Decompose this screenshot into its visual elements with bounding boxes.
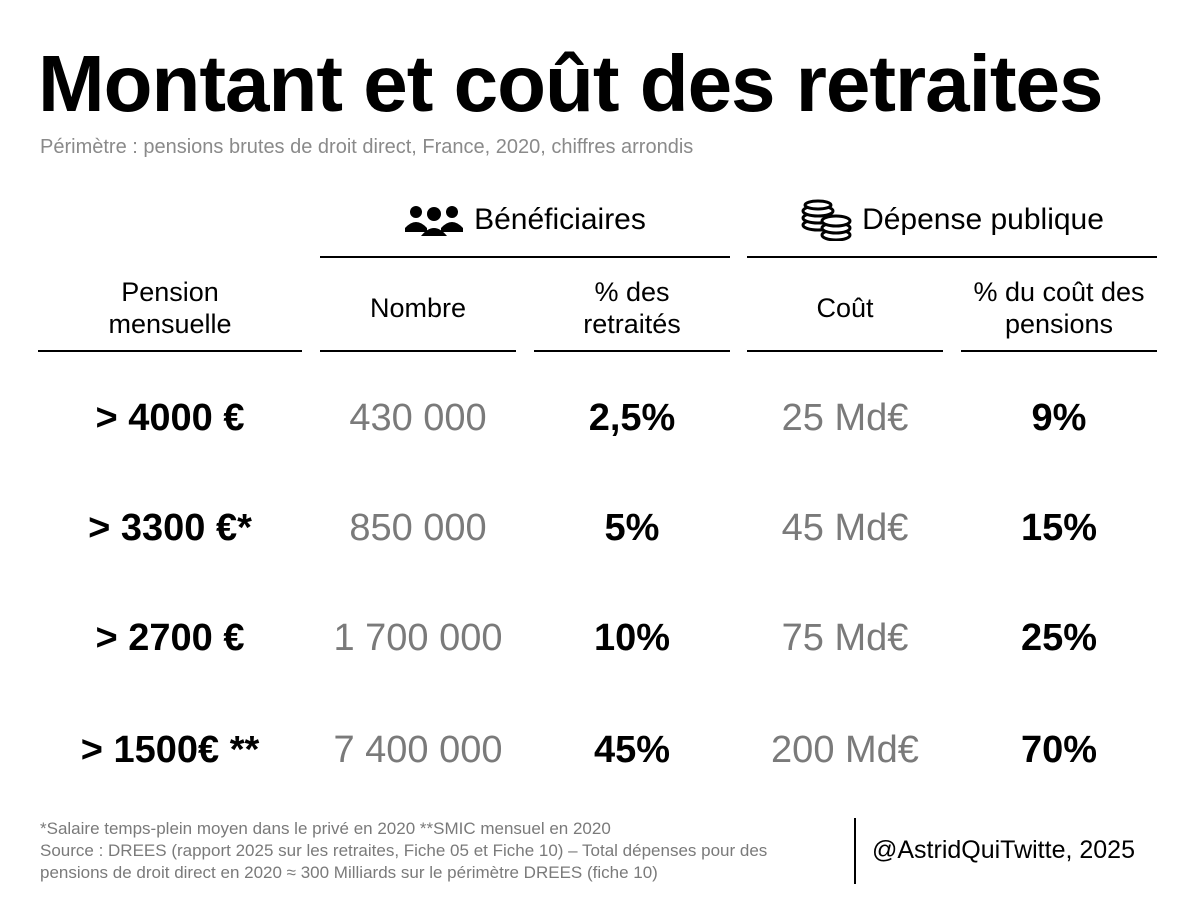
column-label: Nombre xyxy=(369,293,467,323)
column-rule xyxy=(747,350,943,352)
group-label: Dépense publique xyxy=(862,203,1104,236)
table-cell: 25% xyxy=(1020,616,1098,659)
column-rule xyxy=(320,350,516,352)
table-cell: 430 000 xyxy=(349,396,487,439)
table-cell: 70% xyxy=(1020,728,1098,771)
table-cell: 9% xyxy=(1031,396,1087,439)
column-header: % des retraités xyxy=(534,270,730,346)
table-cell: 2,5% xyxy=(588,396,676,439)
people-icon xyxy=(405,206,464,236)
footnotes: *Salaire temps-plein moyen dans le privé… xyxy=(40,818,840,884)
table-cell: 1 700 000 xyxy=(333,616,503,659)
column-label: Pension mensuelle xyxy=(108,277,232,339)
group-label: Bénéficiaires xyxy=(474,203,646,236)
table-cell: > 2700 € xyxy=(95,616,245,659)
table-cell: 75 Md€ xyxy=(781,616,909,659)
table-cell: > 3300 €* xyxy=(88,506,252,549)
footnote-line: Source : DREES (rapport 2025 sur les ret… xyxy=(40,841,768,882)
table-cell: 25 Md€ xyxy=(781,396,909,439)
table-cell: > 1500€ ** xyxy=(80,728,260,771)
table-cell: 200 Md€ xyxy=(771,728,919,771)
table-cell: 10% xyxy=(593,616,671,659)
group-rule xyxy=(747,256,1157,258)
table-cell: 850 000 xyxy=(349,506,487,549)
column-rule xyxy=(961,350,1157,352)
title: Montant et coût des retraites xyxy=(38,39,1104,128)
group-header: Dépense publique xyxy=(747,199,1157,241)
separator xyxy=(854,818,856,884)
column-label: % des retraités xyxy=(583,277,681,339)
table-cell: 7 400 000 xyxy=(333,728,503,771)
column-header: Pension mensuelle xyxy=(38,270,302,346)
table-cell: 5% xyxy=(604,506,660,549)
coins-icon xyxy=(801,199,852,241)
column-header: % du coût des pensions xyxy=(961,270,1157,346)
table-cell: 45 Md€ xyxy=(781,506,909,549)
table-cell: > 4000 € xyxy=(95,396,245,439)
column-header: Nombre xyxy=(320,270,516,346)
column-rule xyxy=(38,350,302,352)
column-label: Coût xyxy=(816,293,874,323)
column-header: Coût xyxy=(747,270,943,346)
table-cell: 45% xyxy=(593,728,671,771)
column-rule xyxy=(534,350,730,352)
group-rule xyxy=(320,256,730,258)
footnote-line: *Salaire temps-plein moyen dans le privé… xyxy=(40,819,611,838)
credit: @AstridQuiTwitte, 2025 xyxy=(872,836,1135,864)
subtitle: Périmètre : pensions brutes de droit dir… xyxy=(40,136,694,158)
column-label: % du coût des pensions xyxy=(973,277,1145,339)
table-cell: 15% xyxy=(1020,506,1098,549)
group-header: Bénéficiaires xyxy=(320,200,730,240)
